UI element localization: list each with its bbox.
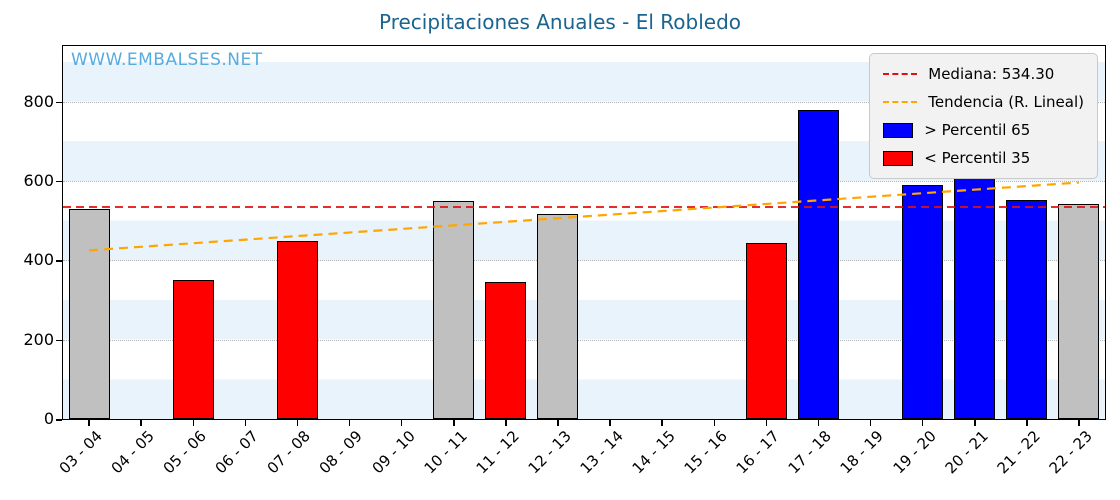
percentile35-swatch <box>883 150 914 166</box>
y-tick <box>56 180 62 183</box>
legend-item-p65: > Percentil 65 <box>883 121 1084 139</box>
gridline-200 <box>63 339 1105 341</box>
chart-title: Precipitaciones Anuales - El Robledo <box>378 10 742 34</box>
x-tick-label: 03 - 04 <box>55 427 106 478</box>
x-tick-label: 22 - 23 <box>1045 427 1096 478</box>
y-tick-label: 600 <box>23 170 54 190</box>
legend-p35-label: < Percentil 35 <box>924 149 1031 167</box>
x-tick <box>453 420 455 426</box>
x-tick-label: 08 - 09 <box>315 427 367 478</box>
percentile65-swatch <box>883 122 914 138</box>
x-tick-label: 17 - 18 <box>784 427 836 478</box>
x-tick <box>88 420 90 426</box>
legend-p65-label: > Percentil 65 <box>924 121 1031 139</box>
x-tick <box>557 420 559 426</box>
x-tick-label: 15 - 16 <box>680 427 731 478</box>
x-tick <box>661 420 663 426</box>
median-line-swatch <box>883 73 918 75</box>
x-tick <box>765 420 768 426</box>
y-tick <box>56 260 62 262</box>
x-tick-label: 21 - 22 <box>993 427 1044 478</box>
x-tick <box>400 420 403 426</box>
bar-12-13 <box>537 214 579 419</box>
bar-layer <box>63 46 1105 419</box>
x-tick <box>244 420 247 426</box>
grid-layer <box>63 46 1105 419</box>
x-tick-label: 10 - 11 <box>420 427 471 478</box>
x-tick <box>1026 420 1028 426</box>
x-tick-label: 16 - 17 <box>732 427 784 478</box>
x-tick <box>713 420 715 426</box>
x-tick-label: 06 - 07 <box>211 427 263 478</box>
bar-16-17 <box>745 243 787 419</box>
x-tick-label: 11 - 12 <box>472 427 523 478</box>
y-tick <box>56 419 62 421</box>
x-tick-label: 05 - 06 <box>159 427 210 478</box>
x-tick-label: 07 - 08 <box>263 427 315 478</box>
bar-07-08 <box>276 241 318 419</box>
bar-17-18 <box>797 109 839 419</box>
x-tick <box>817 420 820 426</box>
y-tick-label: 200 <box>23 329 54 349</box>
x-tick <box>505 420 507 426</box>
gridline-800 <box>63 101 1105 103</box>
x-tick-label: 14 - 15 <box>628 427 679 478</box>
x-tick <box>869 420 872 426</box>
x-tick <box>1078 420 1080 426</box>
legend-item-p35: < Percentil 35 <box>883 149 1084 167</box>
x-tick-label: 18 - 19 <box>836 427 888 478</box>
bar-22-23 <box>1058 204 1100 419</box>
bar-11-12 <box>485 282 527 419</box>
x-tick-label: 09 - 10 <box>368 427 419 478</box>
line-layer <box>63 181 1105 252</box>
bar-19-20 <box>902 185 944 419</box>
plot-area: WWW.EMBALSES.NET Mediana: 534.30 Tendenc… <box>62 45 1106 420</box>
x-tick-label: 13 - 14 <box>576 427 627 478</box>
x-tick-label: 04 - 05 <box>107 427 158 478</box>
x-tick-label: 19 - 20 <box>889 427 940 478</box>
x-tick <box>609 420 611 426</box>
x-tick <box>296 420 299 426</box>
legend: Mediana: 534.30 Tendencia (R. Lineal) > … <box>869 53 1098 179</box>
x-tick <box>348 420 351 426</box>
legend-median-label: Mediana: 534.30 <box>928 65 1055 83</box>
bar-05-06 <box>172 280 214 419</box>
y-tick-label: 800 <box>23 91 54 111</box>
legend-item-trend: Tendencia (R. Lineal) <box>883 93 1084 111</box>
legend-trend-label: Tendencia (R. Lineal) <box>928 93 1084 111</box>
bar-20-21 <box>954 178 996 419</box>
y-tick-label: 0 <box>43 409 54 428</box>
x-tick-label: 12 - 13 <box>524 427 575 478</box>
x-tick-label: 20 - 21 <box>941 427 992 478</box>
gridline-600 <box>63 180 1105 182</box>
y-tick <box>56 339 62 342</box>
gridline-400 <box>63 260 1105 262</box>
bar-21-22 <box>1006 199 1048 419</box>
y-tick <box>56 101 62 104</box>
trend-line <box>88 181 1080 252</box>
legend-item-median: Mediana: 534.30 <box>883 65 1084 83</box>
y-tick-label: 400 <box>23 250 54 270</box>
x-tick <box>140 420 142 426</box>
x-tick <box>974 420 976 426</box>
trend-line-swatch <box>883 101 918 103</box>
x-tick <box>921 420 924 426</box>
watermark: WWW.EMBALSES.NET <box>71 50 263 70</box>
x-tick <box>192 420 194 426</box>
bar-10-11 <box>433 201 475 419</box>
bar-03-04 <box>68 209 110 419</box>
